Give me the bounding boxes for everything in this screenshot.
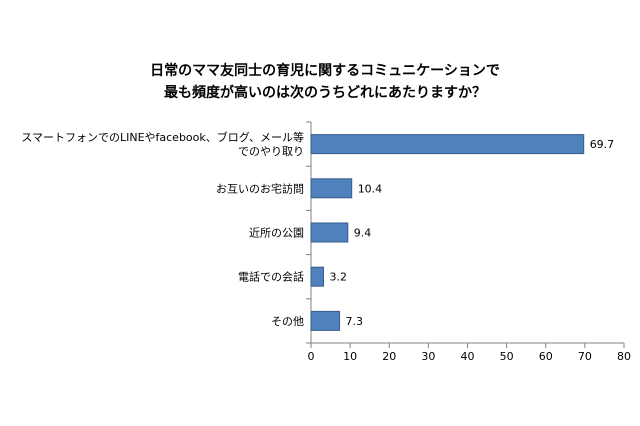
x-tick-label: 50 — [500, 350, 514, 363]
x-tick-label: 80 — [617, 350, 631, 363]
value-label: 7.3 — [346, 315, 364, 328]
chart-title-line-1: 日常のママ友同士の育児に関するコミュニケーションで — [150, 63, 500, 79]
value-label: 9.4 — [354, 227, 372, 240]
bar — [310, 134, 585, 155]
chart-title: 日常のママ友同士の育児に関するコミュニケーションで 最も頻度が高いのは次のうちど… — [130, 60, 520, 104]
x-tick-label: 20 — [382, 350, 396, 363]
x-tick-label: 0 — [308, 350, 315, 363]
category-label: その他 — [271, 315, 304, 328]
category-label: でのやり取り — [238, 145, 304, 158]
value-label: 69.7 — [590, 138, 615, 151]
value-label: 10.4 — [358, 182, 383, 195]
x-tick-label: 70 — [578, 350, 592, 363]
value-label: 3.2 — [330, 271, 348, 284]
category-label: 近所の公園 — [249, 227, 304, 240]
bar — [310, 266, 325, 287]
x-tick-label: 30 — [421, 350, 435, 363]
bar — [310, 222, 349, 243]
x-tick-label: 10 — [343, 350, 357, 363]
category-label: 電話での会話 — [238, 270, 304, 284]
x-tick-label: 60 — [539, 350, 553, 363]
category-label: お互いのお宅訪問 — [216, 181, 304, 195]
chart-title-line-2: 最も頻度が高いのは次のうちどれにあたりますか？ — [164, 85, 486, 101]
x-tick-label: 40 — [461, 350, 475, 363]
bar — [310, 178, 353, 199]
category-label: スマートフォンでのLINEやfacebook、ブログ、メール等 — [21, 130, 304, 144]
bar — [310, 310, 341, 331]
